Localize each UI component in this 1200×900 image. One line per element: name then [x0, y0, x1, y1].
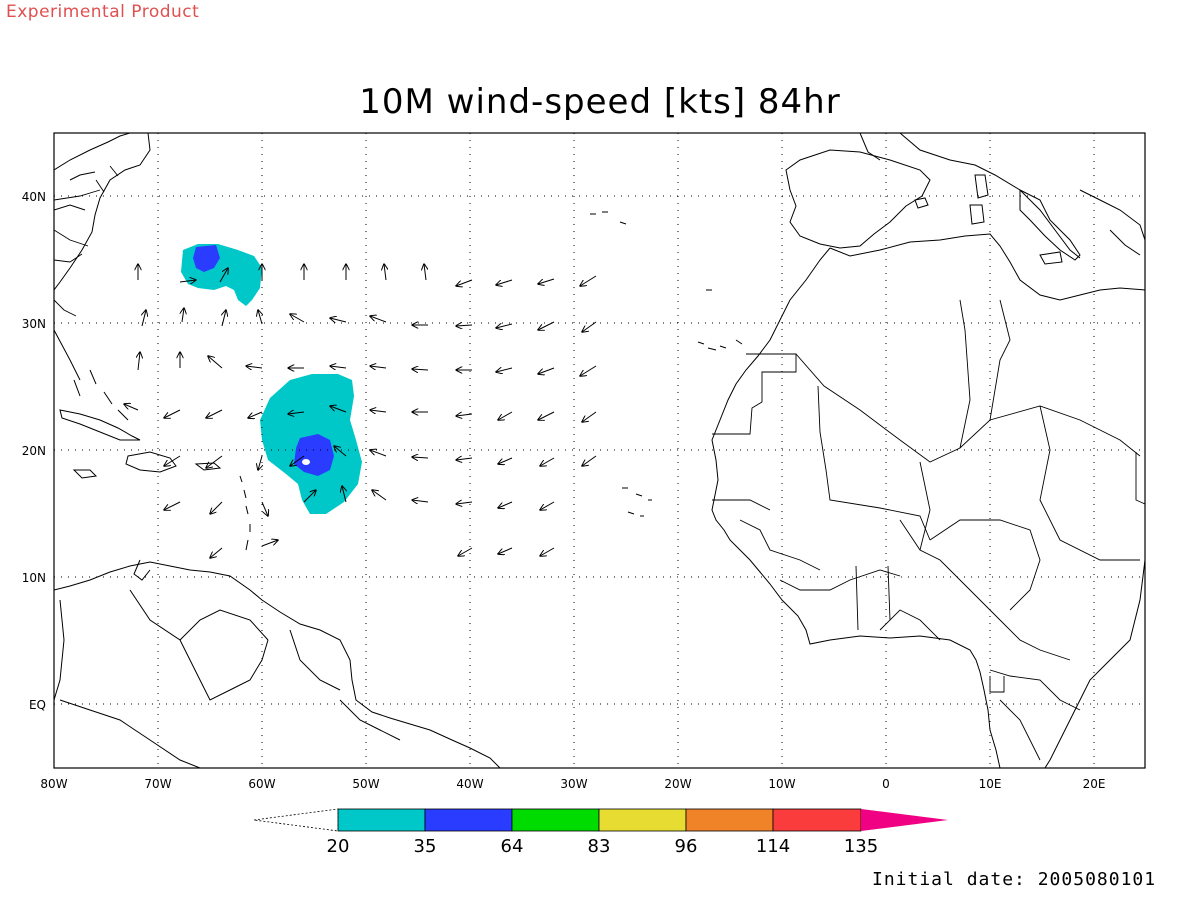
- lat-tick-label: 40N: [22, 190, 46, 204]
- colorbar-label: 64: [501, 836, 524, 857]
- wind-shading: [181, 244, 362, 514]
- lon-tick-label: 70W: [144, 777, 171, 791]
- coastlines: [54, 133, 1145, 768]
- colorbar-swatch: [424, 808, 513, 832]
- lon-tick-label: 0: [882, 777, 890, 791]
- colorbar-label: 20: [327, 836, 350, 857]
- country-borders: [712, 299, 1145, 761]
- lon-axis: 80W 70W 60W 50W 40W 30W 20W 10W 0 10E 20…: [40, 777, 1105, 791]
- initial-date: Initial date: 2005080101: [872, 869, 1157, 890]
- lat-tick-label: 30N: [22, 317, 46, 331]
- colorbar-swatch: [772, 808, 862, 832]
- colorbar-swatch: [337, 808, 426, 832]
- colorbar-swatch: [598, 808, 687, 832]
- lat-lon-grid: [54, 133, 1145, 768]
- colorbar: 20 35 64 83 96 114 135: [253, 808, 948, 857]
- colorbar-high-triangle: [861, 809, 948, 831]
- lon-tick-label: 20W: [664, 777, 691, 791]
- storm-north-blue: [193, 245, 220, 272]
- colorbar-label: 135: [844, 836, 878, 857]
- storm-eye: [302, 459, 310, 465]
- colorbar-swatch: [685, 808, 774, 832]
- lat-axis: 40N 30N 20N 10N EQ: [22, 190, 46, 712]
- map-title: 10M wind-speed [kts] 84hr: [359, 82, 841, 122]
- lat-tick-label: EQ: [29, 698, 46, 712]
- lon-tick-label: 80W: [40, 777, 67, 791]
- lon-tick-label: 50W: [352, 777, 379, 791]
- lat-tick-label: 20N: [22, 444, 46, 458]
- lon-tick-label: 60W: [248, 777, 275, 791]
- storm-north-cyan: [181, 244, 262, 306]
- colorbar-label: 96: [675, 836, 698, 857]
- colorbar-label: 35: [414, 836, 437, 857]
- colorbar-swatch: [511, 808, 600, 832]
- lon-tick-label: 20E: [1083, 777, 1106, 791]
- storm-south-blue: [294, 434, 334, 476]
- colorbar-label: 83: [588, 836, 611, 857]
- lon-tick-label: 30W: [560, 777, 587, 791]
- lon-tick-label: 10E: [979, 777, 1002, 791]
- colorbar-label: 114: [756, 836, 790, 857]
- map-frame: [53, 132, 1146, 769]
- lon-tick-label: 40W: [456, 777, 483, 791]
- experimental-product-label: Experimental Product: [6, 2, 200, 22]
- us-borders: [54, 165, 119, 317]
- colorbar-low-triangle: [253, 808, 339, 832]
- lon-tick-label: 10W: [768, 777, 795, 791]
- lat-tick-label: 10N: [22, 571, 46, 585]
- wind-vectors: [124, 264, 597, 558]
